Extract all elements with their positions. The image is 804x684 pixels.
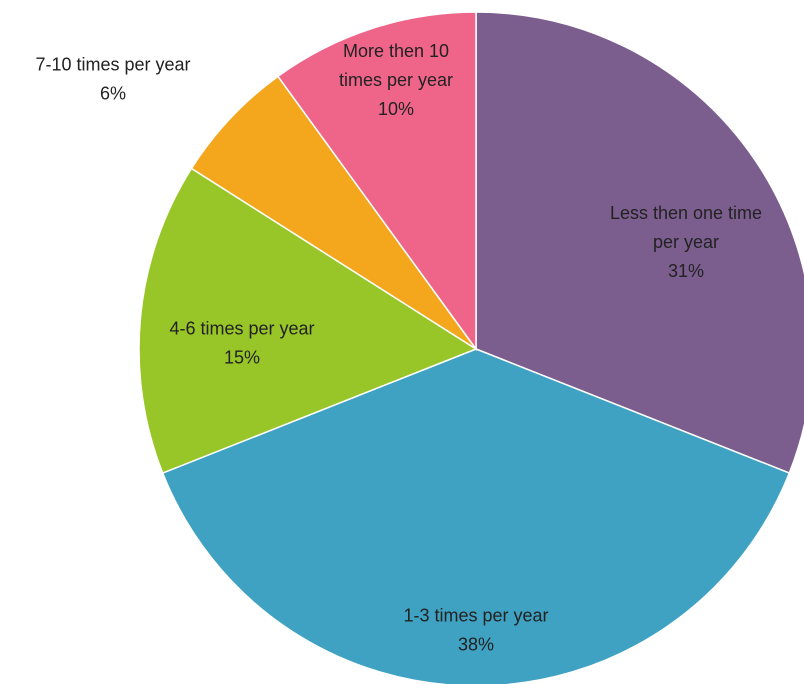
slice-label-2: 1-3 times per year 38% — [403, 606, 548, 655]
slice-category-label: 1-3 times per year — [403, 606, 548, 626]
slice-percent-label: 15% — [224, 348, 260, 368]
slice-category-label: 7-10 times per year — [35, 55, 190, 75]
pie-slice-2 — [161, 348, 791, 684]
slice-category-label: More then 10 — [343, 41, 449, 61]
pie-labels: Less then one time per year 31% 1-3 times p… — [35, 41, 762, 655]
pie-slice-1 — [475, 11, 804, 475]
slice-category-label: per year — [653, 232, 719, 252]
slice-percent-label: 10% — [378, 99, 414, 119]
slice-percent-label: 6% — [100, 84, 126, 104]
slice-label-5: More then 10 times per year 10% — [339, 41, 453, 119]
pie-slice-3 — [138, 167, 478, 475]
slice-category-label: times per year — [339, 70, 453, 90]
slice-category-label: Less then one time — [610, 203, 762, 223]
slice-category-label: 4-6 times per year — [169, 319, 314, 339]
pie-slice-5 — [276, 11, 477, 352]
pie-slices — [138, 11, 804, 684]
slice-percent-label: 31% — [668, 261, 704, 281]
slice-percent-label: 38% — [458, 635, 494, 655]
pie-slice-4 — [190, 75, 477, 350]
slice-label-3: 4-6 times per year 15% — [169, 319, 314, 368]
slice-label-4: 7-10 times per year 6% — [35, 55, 190, 104]
slice-label-1: Less then one time per year 31% — [610, 203, 762, 281]
